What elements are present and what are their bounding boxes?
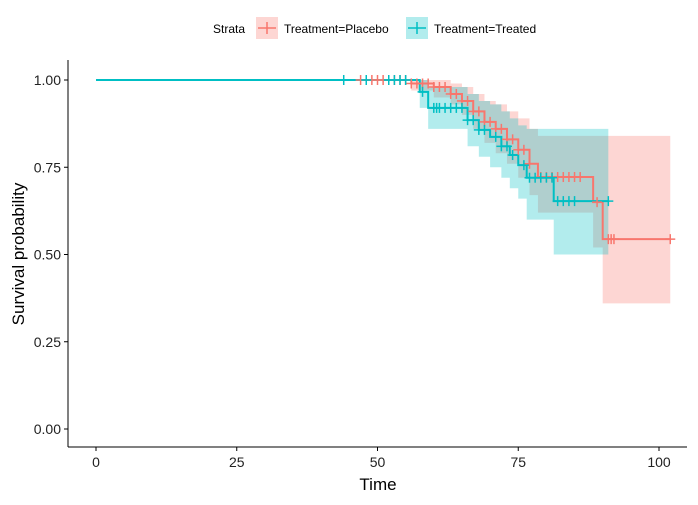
censor-mark-treated	[479, 124, 490, 135]
x-tick-label: 25	[229, 454, 245, 470]
censor-mark-placebo	[665, 234, 676, 245]
x-tick-label: 50	[370, 454, 386, 470]
censor-mark-placebo	[524, 158, 535, 169]
y-tick-label: 0.75	[34, 159, 61, 175]
censor-mark-treated	[501, 141, 512, 152]
censor-mark-placebo	[592, 197, 603, 208]
censor-mark-placebo	[462, 95, 473, 106]
censor-mark-placebo	[485, 116, 496, 127]
y-tick-label: 0.00	[34, 421, 61, 437]
censor-mark-placebo	[473, 106, 484, 117]
censor-mark-treated	[456, 102, 467, 113]
censor-mark-placebo	[575, 172, 586, 183]
censor-mark-treated	[361, 75, 372, 85]
x-tick-label: 0	[92, 454, 100, 470]
y-tick-label: 0.25	[34, 334, 61, 350]
censor-mark-treated	[490, 131, 501, 142]
axes: 0 25 50 75 100 0.00 0.25 0.50 0.75 1.00	[34, 60, 687, 470]
legend-label-placebo: Treatment=Placebo	[284, 22, 389, 36]
legend-item-placebo: Treatment=Placebo	[256, 17, 389, 39]
censor-mark-placebo	[423, 78, 434, 89]
confidence-bands	[96, 80, 671, 304]
censor-mark-treated	[468, 115, 479, 126]
confidence-band-treated	[96, 80, 609, 255]
censor-mark-placebo	[518, 144, 529, 155]
y-axis-label: Survival probability	[9, 182, 28, 325]
legend-label-treated: Treatment=Treated	[434, 22, 536, 36]
censor-mark-treated	[417, 86, 428, 97]
censor-mark-treated	[547, 172, 558, 183]
censor-mark-treated	[569, 196, 580, 207]
x-tick-label: 75	[510, 454, 526, 470]
legend-title: Strata	[213, 22, 245, 36]
censor-mark-placebo	[608, 234, 619, 245]
censor-mark-placebo	[440, 81, 451, 92]
censor-mark-treated	[400, 75, 411, 85]
legend: Strata Treatment=Placebo Treatment=Treat…	[213, 17, 536, 39]
confidence-band-placebo	[96, 80, 671, 304]
x-axis-label: Time	[359, 475, 396, 494]
y-tick-label: 0.50	[34, 247, 61, 263]
censor-mark-placebo	[451, 88, 462, 99]
censor-mark-treated	[518, 160, 529, 171]
censor-mark-treated	[338, 75, 349, 85]
censor-marks	[338, 75, 676, 245]
y-tick-label: 1.00	[34, 72, 61, 88]
legend-item-treated: Treatment=Treated	[406, 17, 536, 39]
censor-mark-treated	[603, 196, 614, 207]
censor-mark-treated	[507, 150, 518, 161]
censor-mark-placebo	[507, 134, 518, 145]
censor-mark-placebo	[496, 123, 507, 134]
x-tick-label: 100	[647, 454, 671, 470]
